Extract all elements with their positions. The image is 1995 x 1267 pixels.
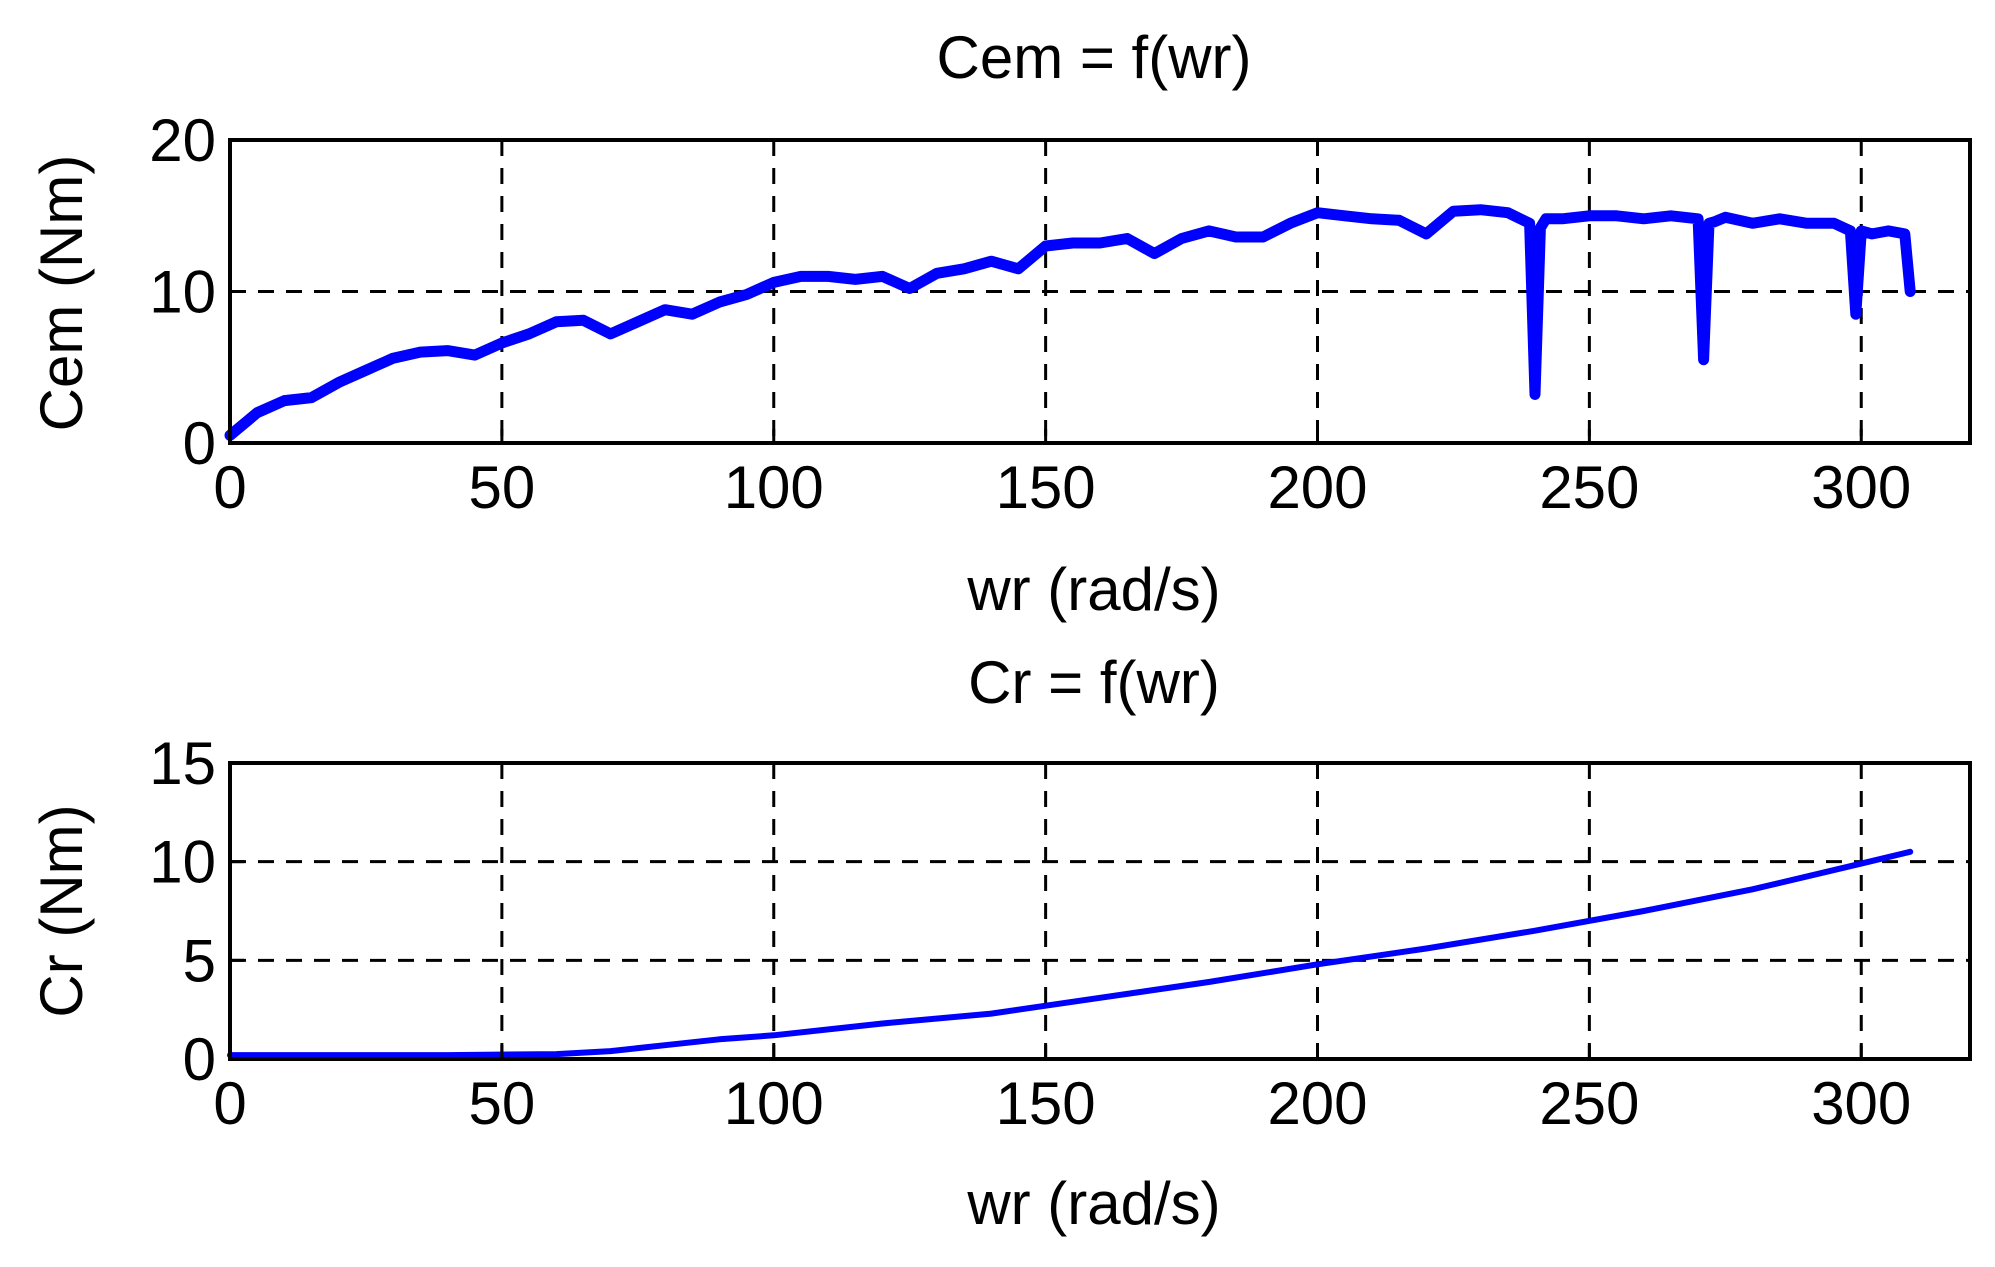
data-series bbox=[227, 848, 1914, 1059]
grid bbox=[230, 140, 1970, 443]
x-tick-label: 300 bbox=[1811, 454, 1911, 521]
x-tick-label: 100 bbox=[724, 1070, 824, 1137]
x-axis-label: wr (rad/s) bbox=[966, 556, 1220, 623]
x-tick-label: 200 bbox=[1267, 1070, 1367, 1137]
y-tick-label: 20 bbox=[149, 107, 216, 174]
y-axis-label: Cem (Nm) bbox=[28, 155, 95, 432]
series-line bbox=[227, 848, 1914, 1059]
chart-title: Cr = f(wr) bbox=[968, 649, 1220, 716]
x-tick-label: 250 bbox=[1539, 1070, 1639, 1137]
x-tick-label: 50 bbox=[469, 454, 536, 521]
x-axis-ticks: 0 50 100 150 200 250 300 bbox=[213, 1045, 1911, 1137]
x-tick-label: 50 bbox=[469, 1070, 536, 1137]
x-tick-label: 200 bbox=[1267, 454, 1367, 521]
y-tick-label: 5 bbox=[183, 927, 216, 994]
chart-panel-cem: Cem = f(wr) 0 50 100 150 200 250 300 0 10 20 wr … bbox=[28, 24, 1972, 623]
chart-title: Cem = f(wr) bbox=[937, 24, 1252, 91]
x-tick-label: 0 bbox=[213, 454, 246, 521]
x-tick-label: 300 bbox=[1811, 1070, 1911, 1137]
grid bbox=[230, 763, 1970, 1059]
x-tick-label: 250 bbox=[1539, 454, 1639, 521]
series-line bbox=[224, 204, 1916, 441]
y-tick-label: 10 bbox=[149, 259, 216, 326]
x-tick-label: 100 bbox=[724, 454, 824, 521]
y-tick-label: 15 bbox=[149, 730, 216, 797]
y-axis-label: Cr (Nm) bbox=[28, 804, 95, 1017]
x-axis-ticks: 0 50 100 150 200 250 300 bbox=[213, 429, 1911, 521]
x-tick-label: 0 bbox=[213, 1070, 246, 1137]
data-series bbox=[224, 204, 1916, 441]
x-tick-label: 150 bbox=[996, 454, 1096, 521]
y-tick-label: 0 bbox=[183, 1026, 216, 1093]
y-axis-ticks: 0 5 10 15 bbox=[149, 730, 244, 1093]
x-axis-label: wr (rad/s) bbox=[966, 1170, 1220, 1237]
plot-frame bbox=[228, 761, 1972, 1061]
y-axis-ticks: 0 10 20 bbox=[149, 107, 244, 477]
x-tick-label: 150 bbox=[996, 1070, 1096, 1137]
chart-panel-cr: Cr = f(wr) 0 50 100 150 200 250 300 0 5 10 15 wr … bbox=[28, 649, 1972, 1237]
y-tick-label: 0 bbox=[183, 410, 216, 477]
y-tick-label: 10 bbox=[149, 829, 216, 896]
